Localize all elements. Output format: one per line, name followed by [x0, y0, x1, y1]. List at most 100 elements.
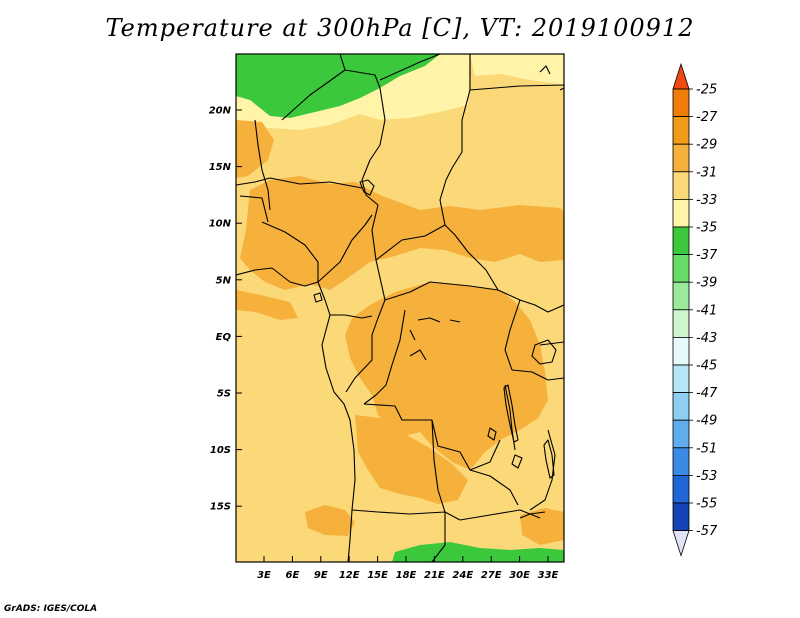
- longitude-axis: 3E 6E 9E 12E 15E 18E 21E 24E 27E 30E 33E: [257, 556, 559, 581]
- bioko-island: [313, 292, 323, 303]
- colorbar-segment: [672, 419, 690, 449]
- field-orange-congo: [345, 282, 548, 470]
- field-orange-gulf: [236, 290, 298, 320]
- field-orange-southeast: [520, 508, 564, 545]
- lat-tick-label: 20N: [209, 106, 232, 117]
- field-green-south: [392, 542, 564, 562]
- lon-tick-label: 33E: [538, 570, 559, 581]
- lon-tick-label: 6E: [286, 570, 300, 581]
- colorbar-label: -53: [696, 469, 717, 484]
- border-congo: [345, 299, 386, 393]
- border-east-c: [511, 369, 564, 381]
- lon-tick-label: 18E: [396, 570, 417, 581]
- field-orange-angola: [355, 415, 468, 504]
- colorbar-label: -31: [696, 165, 717, 180]
- colorbar-segment: [672, 474, 690, 504]
- lon-tick-label: 27E: [481, 570, 502, 581]
- border-zambia: [431, 419, 446, 513]
- colorbar-segment: [672, 171, 690, 200]
- colorbar-label: -57: [696, 524, 718, 539]
- lon-tick-label: 9E: [314, 570, 328, 581]
- border-n2: [339, 54, 346, 71]
- colorbar-label: -35: [696, 221, 717, 236]
- colorbar-segment: [672, 309, 690, 338]
- colorbar-segment: [672, 364, 690, 394]
- river-congo-3: [449, 319, 461, 323]
- colorbar-segment: [672, 254, 690, 283]
- colorbar-segment: [672, 198, 690, 228]
- colorbar-segment: [672, 116, 690, 145]
- border-w3: [236, 177, 363, 189]
- lon-tick-label: 30E: [509, 570, 530, 581]
- lat-tick-label: 5S: [217, 389, 231, 400]
- colorbar: -25 -27 -29 -31 -33 -35 -37 -39 -41 -43 -45 -47 -49 -…: [672, 62, 718, 557]
- colorbar-label: -33: [696, 193, 717, 208]
- colorbar-segment: [672, 502, 690, 532]
- border-n5: [439, 54, 499, 291]
- colorbar-segment: [672, 281, 690, 311]
- lat-tick-label: 15S: [210, 502, 231, 513]
- red-sea-coast: [539, 65, 551, 75]
- lake-kariba: [511, 454, 523, 469]
- border-bots: [431, 512, 446, 562]
- border-car-s: [384, 281, 499, 301]
- colorbar-label: -29: [696, 138, 717, 153]
- lake-chad: [359, 179, 375, 196]
- lat-tick-label: 10S: [210, 445, 231, 456]
- border-drc-s: [363, 403, 501, 471]
- colorbar-segment: [672, 143, 690, 173]
- border-east-d: [539, 341, 564, 346]
- border-n4: [361, 87, 386, 206]
- river-zambezi: [519, 511, 546, 519]
- border-ng: [261, 221, 319, 282]
- colorbar-label: -25: [696, 83, 717, 98]
- temperature-field: [236, 54, 564, 562]
- colorbar-label: -47: [696, 386, 718, 401]
- border-cmr: [317, 214, 373, 283]
- border-east-b: [504, 299, 521, 371]
- border-chad-car: [371, 204, 386, 301]
- colorbar-segment: [672, 88, 690, 118]
- coastline-west: [236, 267, 356, 562]
- border-angola-s: [351, 509, 461, 521]
- colorbar-segment: [672, 392, 690, 421]
- lon-tick-label: 15E: [367, 570, 388, 581]
- colorbar-label: -37: [696, 248, 718, 263]
- colorbar-label: -43: [696, 331, 717, 346]
- field-orange-sahel: [240, 176, 564, 290]
- map-frame: [235, 53, 565, 563]
- lon-tick-label: 21E: [424, 570, 445, 581]
- colorbar-label: -51: [696, 441, 717, 456]
- lon-tick-label: 12E: [339, 570, 360, 581]
- border-drc-n: [363, 309, 406, 405]
- border-moz: [529, 429, 556, 511]
- colorbar-top-arrow: [672, 62, 690, 90]
- colorbar-label: -27: [696, 110, 718, 125]
- colorbar-label: -49: [696, 414, 717, 429]
- field-orange-west-sahel: [236, 120, 274, 178]
- lake-tanganyika: [503, 384, 519, 443]
- lake-victoria: [531, 339, 557, 365]
- border-w1: [239, 195, 269, 223]
- lat-tick-label: 10N: [209, 219, 232, 230]
- colorbar-label: -41: [696, 303, 717, 318]
- lon-tick-label: 24E: [452, 570, 473, 581]
- field-orange-southwest: [305, 505, 355, 536]
- border-zambia-e: [469, 469, 519, 506]
- colorbar-segment: [672, 336, 690, 366]
- field-green-north: [236, 54, 440, 118]
- border-east-a: [497, 289, 564, 313]
- lat-tick-label: EQ: [216, 332, 232, 343]
- lat-tick-label: 5N: [216, 275, 232, 286]
- colorbar-segment: [672, 447, 690, 476]
- field-light-northeast: [470, 54, 564, 85]
- colorbar-label: -55: [696, 497, 717, 512]
- colorbar-segment: [672, 226, 690, 256]
- border-gab: [330, 314, 373, 319]
- latitude-axis: 20N 15N 10N 5N EQ 5S 10S 15S: [209, 106, 242, 513]
- lon-tick-label: 3E: [257, 570, 271, 581]
- east-coast: [559, 87, 564, 91]
- lat-tick-label: 15N: [209, 162, 232, 173]
- grads-credit: GrADS: IGES/COLA: [4, 604, 98, 614]
